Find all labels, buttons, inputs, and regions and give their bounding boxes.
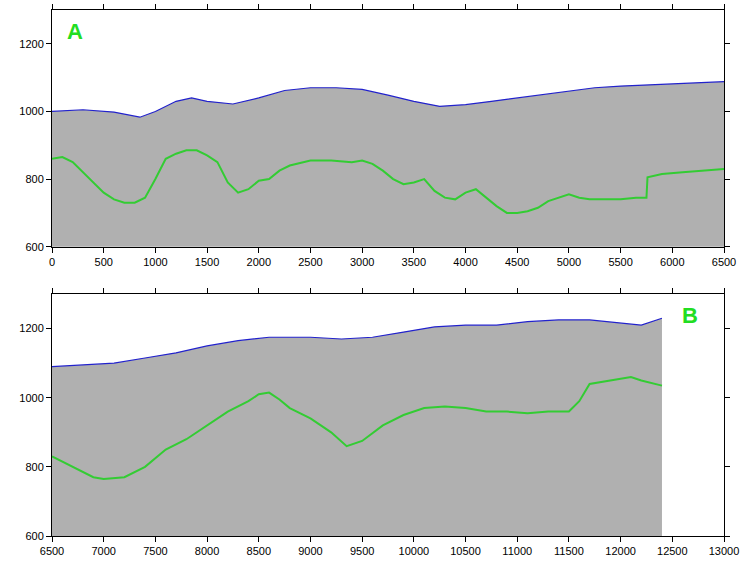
svg-text:6000: 6000 bbox=[660, 256, 684, 268]
svg-text:3000: 3000 bbox=[350, 256, 374, 268]
svg-text:1000: 1000 bbox=[143, 256, 167, 268]
svg-text:3500: 3500 bbox=[402, 256, 426, 268]
svg-text:9000: 9000 bbox=[298, 545, 322, 557]
svg-text:7500: 7500 bbox=[143, 545, 167, 557]
svg-text:8000: 8000 bbox=[195, 545, 219, 557]
svg-text:600: 600 bbox=[25, 241, 43, 253]
svg-text:10000: 10000 bbox=[399, 545, 430, 557]
svg-text:1200: 1200 bbox=[19, 322, 43, 334]
svg-text:500: 500 bbox=[95, 256, 113, 268]
svg-text:6500: 6500 bbox=[712, 256, 736, 268]
svg-text:1000: 1000 bbox=[19, 105, 43, 117]
svg-text:9500: 9500 bbox=[350, 545, 374, 557]
svg-text:B: B bbox=[682, 303, 698, 328]
svg-text:5500: 5500 bbox=[608, 256, 632, 268]
svg-text:7000: 7000 bbox=[91, 545, 115, 557]
svg-text:A: A bbox=[67, 19, 83, 44]
svg-text:4000: 4000 bbox=[453, 256, 477, 268]
svg-text:5000: 5000 bbox=[557, 256, 581, 268]
svg-text:2500: 2500 bbox=[298, 256, 322, 268]
svg-text:800: 800 bbox=[25, 173, 43, 185]
svg-text:4500: 4500 bbox=[505, 256, 529, 268]
svg-text:800: 800 bbox=[25, 461, 43, 473]
svg-text:600: 600 bbox=[25, 530, 43, 542]
svg-text:1200: 1200 bbox=[19, 38, 43, 50]
svg-text:1000: 1000 bbox=[19, 392, 43, 404]
svg-text:11500: 11500 bbox=[554, 545, 584, 557]
svg-text:12000: 12000 bbox=[605, 545, 636, 557]
svg-text:1500: 1500 bbox=[195, 256, 219, 268]
svg-text:13000: 13000 bbox=[709, 545, 740, 557]
svg-text:11000: 11000 bbox=[502, 545, 532, 557]
svg-text:8500: 8500 bbox=[247, 545, 271, 557]
svg-text:10500: 10500 bbox=[450, 545, 481, 557]
svg-text:2000: 2000 bbox=[247, 256, 271, 268]
svg-text:12500: 12500 bbox=[657, 545, 688, 557]
svg-text:6500: 6500 bbox=[40, 545, 64, 557]
svg-text:0: 0 bbox=[49, 256, 55, 268]
